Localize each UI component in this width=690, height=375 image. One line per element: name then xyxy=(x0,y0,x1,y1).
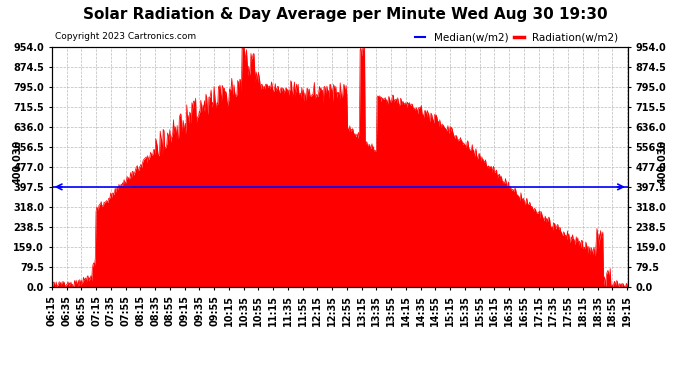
Text: 400.030: 400.030 xyxy=(658,140,667,184)
Legend: Median(w/m2), Radiation(w/m2): Median(w/m2), Radiation(w/m2) xyxy=(411,28,622,46)
Text: Solar Radiation & Day Average per Minute Wed Aug 30 19:30: Solar Radiation & Day Average per Minute… xyxy=(83,8,607,22)
Text: 400.030: 400.030 xyxy=(12,140,22,184)
Text: Copyright 2023 Cartronics.com: Copyright 2023 Cartronics.com xyxy=(55,32,196,41)
